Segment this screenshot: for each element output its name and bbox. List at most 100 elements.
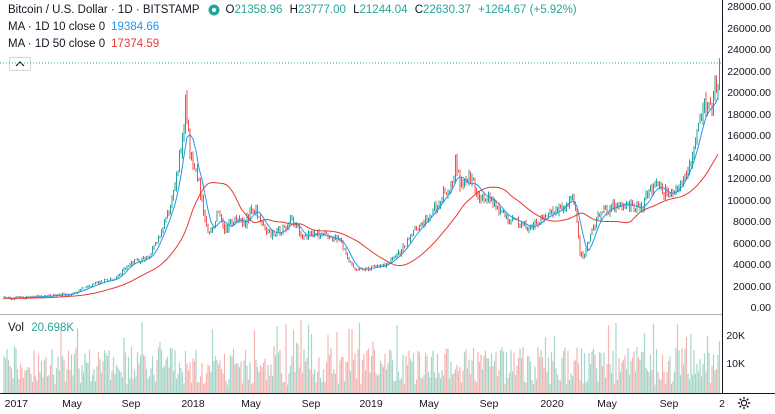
volume-bar	[651, 370, 653, 393]
volume-bar	[532, 383, 535, 393]
volume-bar	[327, 334, 329, 393]
volume-bar	[321, 381, 323, 393]
time-axis-tick: 2019	[359, 398, 383, 410]
volume-bar	[108, 350, 110, 393]
volume-bar	[256, 366, 259, 393]
volume-bar	[652, 323, 655, 393]
volume-bar	[312, 373, 314, 393]
volume-bar	[583, 353, 586, 393]
volume-bar	[501, 347, 503, 393]
volume-bar	[462, 370, 464, 393]
volume-bar	[451, 374, 454, 393]
volume-bar	[70, 354, 73, 393]
volume-bar	[274, 355, 277, 393]
high-value: 23777.00	[297, 4, 346, 16]
volume-bar	[511, 371, 514, 393]
volume-bar	[4, 358, 7, 393]
volume-bar	[592, 348, 595, 393]
volume-axis-tick: 10K	[726, 358, 745, 370]
volume-bar	[517, 357, 520, 393]
volume-bar	[526, 355, 529, 393]
volume-bar	[469, 374, 472, 393]
symbol-title[interactable]: Bitcoin / U.S. Dollar · 1D · BITSTAMP	[8, 4, 200, 16]
volume-bar	[16, 369, 19, 393]
volume-bar	[202, 384, 205, 393]
volume-bar	[634, 371, 637, 393]
time-axis-tick: May	[597, 398, 617, 410]
ma50-legend[interactable]: MA · 1D 50 close 0 17374.59	[8, 38, 159, 50]
gear-icon[interactable]	[737, 396, 751, 410]
volume-bar	[510, 349, 512, 393]
volume-bar	[483, 355, 485, 393]
volume-bar	[519, 348, 521, 393]
volume-bar	[573, 361, 575, 393]
volume-bar	[694, 373, 697, 393]
volume-bar	[307, 324, 310, 393]
volume-bar	[369, 372, 371, 393]
volume-bar	[90, 381, 92, 393]
volume-bar	[522, 347, 524, 393]
volume-bar	[631, 357, 634, 393]
volume-bar	[55, 368, 58, 393]
volume-bar	[373, 349, 376, 393]
volume-bar	[298, 367, 301, 393]
volume-bar	[304, 361, 307, 393]
volume-bar	[699, 359, 701, 393]
volume-bar	[685, 336, 688, 393]
volume-bar	[715, 369, 718, 393]
volume-bar	[64, 382, 67, 393]
volume-bar	[499, 350, 502, 393]
volume-bar	[642, 352, 644, 393]
volume-bar	[681, 348, 683, 393]
volume-bar	[82, 372, 85, 393]
volume-bar	[430, 356, 433, 393]
volume-bar	[214, 356, 217, 393]
volume-bar	[156, 360, 158, 393]
volume-bar	[243, 360, 245, 393]
price-axis-tick: 22000.00	[727, 65, 771, 78]
volume-bar	[222, 373, 224, 393]
volume-bar	[330, 347, 332, 393]
volume-bar	[276, 326, 278, 393]
volume-bar	[693, 349, 695, 393]
volume-bar	[498, 370, 500, 393]
volume-bar	[648, 372, 650, 393]
volume-bar	[163, 365, 166, 393]
volume-bar	[111, 370, 113, 393]
price-axis-tick: 18000.00	[727, 108, 771, 121]
eye-icon[interactable]	[208, 4, 220, 16]
volume-bar	[396, 325, 398, 393]
volume-bar	[556, 374, 559, 393]
volume-bar	[226, 384, 229, 393]
price-axis-tick: 20000.00	[727, 87, 771, 99]
volume-bar	[169, 347, 172, 393]
volume-bar	[711, 366, 713, 393]
volume-bar	[193, 361, 196, 393]
volume-bar	[34, 375, 37, 393]
close-value: 22630.37	[423, 4, 471, 16]
volume-bar	[172, 371, 175, 393]
volume-bar	[223, 353, 226, 393]
open-label: O	[225, 4, 235, 16]
ma10-line	[4, 97, 719, 299]
volume-bar	[502, 351, 505, 393]
volume-bar	[289, 365, 292, 393]
volume-legend[interactable]: Vol 20.698K	[8, 322, 74, 334]
collapse-legend-button[interactable]	[9, 57, 31, 71]
open-value: 21358.96	[234, 4, 283, 16]
volume-bar	[174, 350, 176, 393]
price-axis-tick: 2000.00	[733, 280, 771, 293]
price-axis-tick: 26000.00	[727, 22, 771, 35]
volume-bar	[445, 348, 448, 393]
volume-bar	[678, 350, 680, 393]
volume-bar	[79, 382, 82, 393]
volume-bar	[448, 378, 451, 393]
ma10-legend[interactable]: MA · 1D 10 close 0 19384.66	[8, 21, 159, 33]
volume-bar	[390, 350, 392, 393]
volume-bar	[292, 330, 295, 393]
volume-bar	[175, 378, 178, 393]
volume-bar	[700, 376, 703, 393]
volume-bar	[141, 322, 143, 393]
volume-bar	[459, 366, 461, 393]
